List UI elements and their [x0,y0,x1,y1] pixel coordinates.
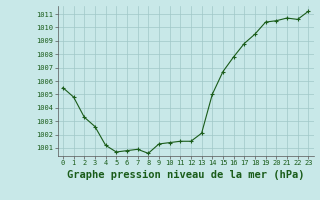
X-axis label: Graphe pression niveau de la mer (hPa): Graphe pression niveau de la mer (hPa) [67,170,304,180]
